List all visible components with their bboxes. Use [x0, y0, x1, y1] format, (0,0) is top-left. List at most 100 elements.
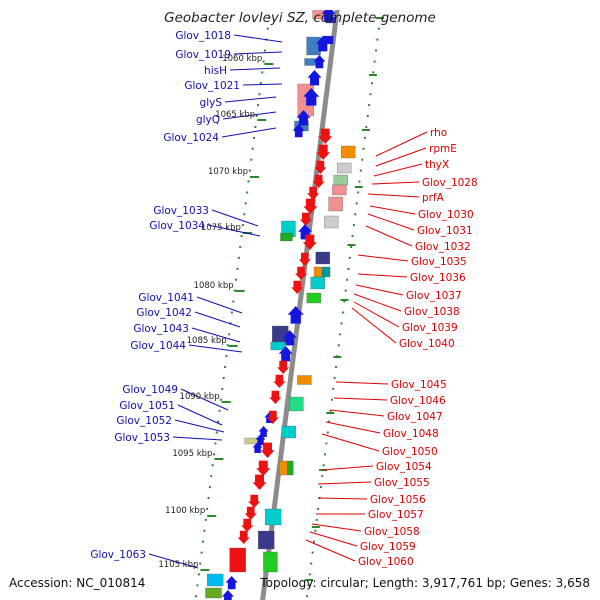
right-label-connector: [367, 213, 415, 231]
left-label-connector: [229, 67, 281, 71]
gene-block: [306, 292, 321, 304]
gene-block: [205, 587, 222, 599]
left-label-connector: [222, 111, 277, 120]
right-label-connector: [375, 147, 427, 167]
left-label-connector: [172, 436, 223, 441]
right-label-connector: [325, 421, 381, 434]
plus-strand-gene-arrow: [252, 442, 263, 453]
right-label-connector: [357, 273, 408, 278]
right-label-connector: [321, 465, 374, 471]
left-gene-label: Glov_1041: [138, 292, 194, 304]
minus-strand-gene-arrow: [260, 442, 275, 458]
scale-tick-label: 1095 kbp: [172, 449, 212, 459]
left-label-connector: [196, 296, 243, 314]
right-gene-label: Glov_1054: [376, 461, 432, 473]
right-label-connector: [357, 254, 409, 262]
right-label-connector: [305, 539, 356, 562]
minus-strand-gene-arrow: [303, 198, 318, 214]
plus-strand-gene-arrow: [221, 590, 234, 600]
scale-tick-label: 1060 kbp: [222, 54, 262, 64]
left-gene-label: Glov_1052: [116, 415, 172, 427]
minus-strand-gene-arrow: [269, 390, 282, 404]
right-gene-label: Glov_1031: [417, 225, 473, 237]
minus-strand-gene-arrow: [298, 252, 311, 266]
gene-block: [315, 251, 330, 265]
minus-strand-gene-arrow: [299, 212, 312, 226]
gene-block: [321, 266, 331, 278]
left-gene-label: Glov_1044: [130, 340, 186, 352]
minus-strand-gene-arrow: [252, 474, 267, 490]
right-gene-label: Glov_1035: [411, 256, 467, 268]
left-label-connector: [233, 34, 283, 43]
right-gene-label: Glov_1030: [418, 209, 474, 221]
plus-strand-gene-arrow: [303, 88, 320, 106]
right-label-connector: [373, 163, 423, 177]
label-connectors: [148, 34, 428, 569]
left-label-connector: [233, 51, 283, 55]
genome-backbone: [260, 0, 341, 600]
gene-block: [280, 232, 293, 242]
minus-strand-gene-arrow: [273, 374, 286, 388]
left-gene-label: Glov_1019: [175, 49, 231, 61]
right-label-connector: [353, 293, 402, 312]
minus-strand-gene-arrow: [307, 186, 320, 200]
map-title: Geobacter lovleyi SZ, complete genome: [164, 10, 436, 26]
gene-block: [337, 162, 352, 174]
gene-block: [313, 266, 323, 278]
right-gene-label: Glov_1058: [364, 526, 420, 538]
gene-block: [287, 460, 294, 476]
plus-strand-gene-arrow: [296, 110, 311, 126]
left-label-connector: [180, 388, 229, 411]
scale-tick-label: 1100 kbp: [165, 506, 205, 516]
gene-block: [279, 460, 288, 476]
right-label-connector: [329, 409, 385, 417]
right-gene-label: rpmE: [429, 143, 457, 155]
right-gene-label: Glov_1028: [422, 177, 478, 189]
right-gene-label: Glov_1037: [406, 290, 462, 302]
minus-strand-gene-arrow: [316, 144, 331, 160]
scale-tick-label: 1080 kbp: [194, 281, 234, 291]
left-gene-label: hisH: [204, 65, 227, 77]
gene-block: [270, 341, 285, 351]
plus-strand-gene-arrow: [292, 124, 305, 138]
left-label-connector: [177, 404, 223, 426]
right-gene-label: Glov_1036: [410, 272, 466, 284]
left-label-connector: [221, 127, 277, 138]
minus-strand-gene-arrow: [237, 530, 250, 544]
right-gene-label: thyX: [425, 159, 449, 171]
left-label-connector: [174, 419, 225, 433]
right-label-connector: [369, 205, 416, 215]
left-gene-label: Glov_1043: [133, 323, 189, 335]
plus-strand-gene-arrow: [313, 55, 326, 69]
plus-strand-gene-arrow: [258, 426, 269, 437]
gene-block: [258, 530, 275, 550]
gene-block: [324, 215, 339, 229]
left-label-connector: [188, 344, 243, 353]
scale-tick-label: 1105 kbp: [158, 560, 198, 570]
minus-strand-gene-arrow: [277, 360, 290, 374]
left-gene-label: Glov_1042: [136, 307, 192, 319]
minus-strand-gene-arrow: [295, 266, 308, 280]
gene-block: [263, 551, 278, 573]
right-gene-label: Glov_1057: [368, 509, 424, 521]
left-gene-label: Glov_1049: [122, 384, 178, 396]
right-label-connector: [355, 284, 404, 296]
gene-block: [281, 425, 296, 439]
minus-strand-gene-arrow: [302, 234, 317, 250]
right-gene-label: Glov_1055: [374, 477, 430, 489]
right-gene-label: Glov_1038: [404, 306, 460, 318]
minus-strand-gene-arrow: [266, 410, 279, 424]
plus-strand-gene-arrow: [315, 36, 330, 52]
left-label-connector: [211, 209, 259, 227]
right-gene-label: Glov_1059: [360, 541, 416, 553]
minus-strand-gene-arrow: [248, 494, 261, 508]
scale-tick-label: 1070 kbp: [208, 167, 248, 177]
gene-block: [207, 573, 224, 587]
left-label-connector: [242, 83, 283, 86]
right-gene-label: Glov_1039: [402, 322, 458, 334]
plus-strand-gene-arrow: [287, 306, 304, 324]
right-gene-label: Glov_1047: [387, 411, 443, 423]
gene-block: [341, 145, 356, 159]
scale-tick-label: 1090 kbp: [180, 392, 220, 402]
right-label-connector: [335, 381, 389, 385]
